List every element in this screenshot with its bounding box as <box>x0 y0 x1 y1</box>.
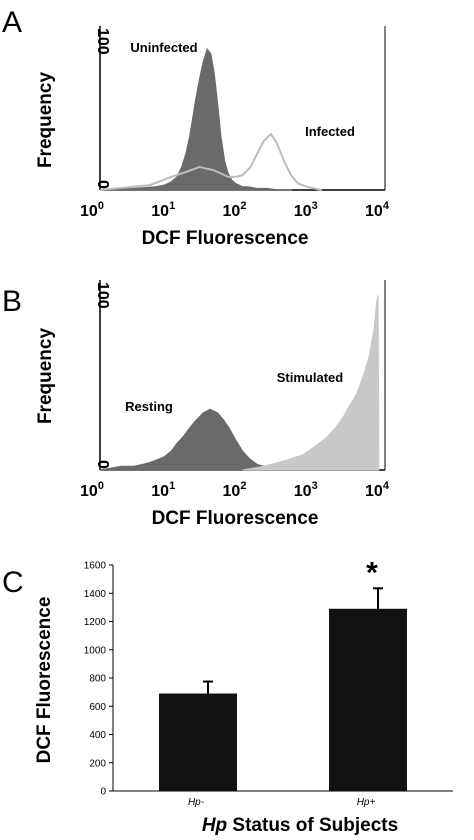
x-axis-title-italic-part: Hp <box>202 815 227 836</box>
x-tick-label: 100 <box>80 480 104 500</box>
y-tick-label: 1600 <box>84 561 107 572</box>
x-tick-label: 101 <box>151 480 175 500</box>
x-tick-exponent: 1 <box>169 480 175 492</box>
x-tick-label: 102 <box>223 480 247 500</box>
histogram-area-resting <box>99 408 277 471</box>
y-tick-label: 1400 <box>84 589 107 600</box>
x-tick-label: 100 <box>80 200 104 220</box>
y-tick-label: 0 <box>94 180 111 189</box>
x-tick-base: 10 <box>223 203 241 220</box>
y-axis-title-a: Frequency <box>35 72 56 169</box>
y-tick-label: 100 <box>94 282 111 309</box>
x-tick-label: 104 <box>365 200 390 220</box>
panel-label-a: A <box>2 6 22 39</box>
x-tick-exponent: 1 <box>169 200 175 212</box>
x-tick-base: 10 <box>365 483 383 500</box>
x-tick-exponent: 3 <box>312 480 318 492</box>
panel-label-b: B <box>2 285 22 318</box>
series-label-resting: Resting <box>125 399 173 414</box>
bar-hp-negative <box>159 693 237 791</box>
y-tick-label: 800 <box>89 674 106 685</box>
x-tick-exponent: 0 <box>98 200 104 212</box>
histogram-outline-infected <box>99 132 323 191</box>
y-tick-label: 200 <box>89 758 106 769</box>
y-tick-label: 600 <box>89 702 106 713</box>
x-tick-base: 10 <box>223 483 241 500</box>
x-tick-base: 10 <box>365 203 383 220</box>
y-tick-label: 0 <box>94 460 111 469</box>
x-tick-exponent: 3 <box>312 200 318 212</box>
x-tick-label: 104 <box>365 480 390 500</box>
x-tick-exponent: 2 <box>240 480 246 492</box>
x-axis-title-a: DCF Fluorescence <box>142 228 309 249</box>
x-axis-title-b: DCF Fluorescence <box>152 508 319 529</box>
x-tick-exponent: 0 <box>98 480 104 492</box>
histogram-area-uninfected <box>99 47 293 191</box>
bar-hp-positive <box>329 608 407 791</box>
x-tick-label: 103 <box>294 480 318 500</box>
x-tick-exponent: 4 <box>383 200 390 212</box>
x-tick-base: 10 <box>294 483 312 500</box>
panel-label-c: C <box>2 566 24 599</box>
significance-marker: * <box>366 556 378 589</box>
y-tick-label: 0 <box>100 787 106 798</box>
x-tick-exponent: 4 <box>383 480 390 492</box>
x-tick-label: 101 <box>151 200 175 220</box>
x-tick-base: 10 <box>151 483 169 500</box>
x-tick-label: 103 <box>294 200 318 220</box>
y-tick-label: 100 <box>94 28 111 55</box>
x-tick-base: 10 <box>80 483 98 500</box>
y-tick-label: 1200 <box>84 617 107 628</box>
series-label-uninfected: Uninfected <box>130 40 197 55</box>
x-category-label: Hp+ <box>357 797 376 808</box>
x-axis-title-rest: Status of Subjects <box>227 815 398 836</box>
x-tick-label: 102 <box>223 200 247 220</box>
series-label-stimulated: Stimulated <box>277 370 344 385</box>
x-tick-exponent: 2 <box>240 200 246 212</box>
y-tick-label: 1000 <box>84 645 107 656</box>
x-axis-title-c: Hp Status of Subjects <box>202 815 398 836</box>
x-tick-base: 10 <box>294 203 312 220</box>
y-axis-title-c: DCF Fluorescence <box>34 597 55 764</box>
y-axis-title-b: Frequency <box>35 328 56 425</box>
x-category-label: Hp- <box>188 797 205 808</box>
histogram-area-stimulated <box>242 295 380 471</box>
x-tick-base: 10 <box>80 203 98 220</box>
x-tick-base: 10 <box>151 203 169 220</box>
plot-area-c: 0 200 400 600 800 1000 1200 1400 1600 Hp- Hp+ * <box>84 556 453 808</box>
bar-chart-panel-c: 0 200 400 600 800 1000 1200 1400 1600 Hp- Hp+ * DCF… <box>34 556 453 836</box>
series-label-infected: Infected <box>305 124 355 139</box>
y-tick-label: 400 <box>89 730 106 741</box>
